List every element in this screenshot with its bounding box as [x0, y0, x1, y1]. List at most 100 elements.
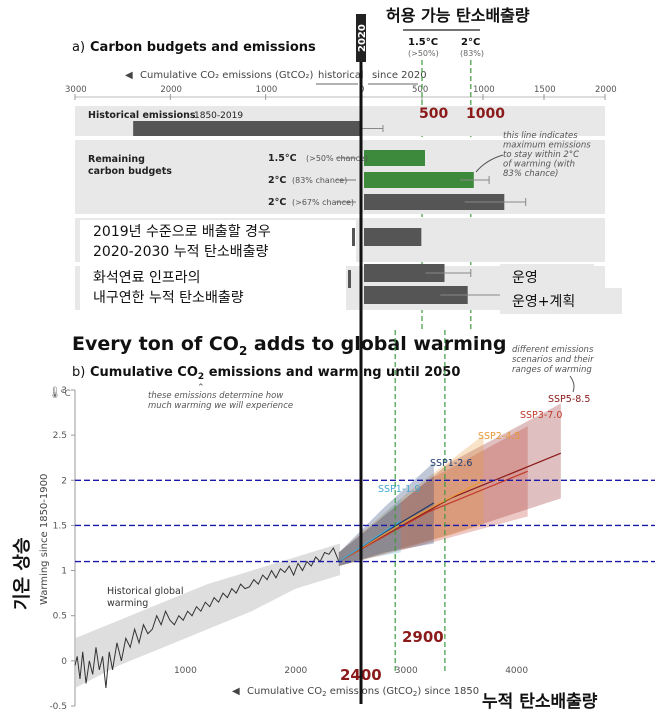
overlay-value-2900: 2900: [402, 628, 444, 646]
panel-a-historical-label: historical: [318, 70, 364, 81]
annotation-line: this line indicates: [503, 131, 578, 141]
overlay-value-1000: 1000: [466, 106, 505, 122]
historical-error-bar: [361, 125, 384, 132]
scenario-band-ssp1-2.6: [338, 462, 434, 567]
a-tick-label: 500: [412, 85, 428, 95]
annotation-right-arrow: [569, 375, 575, 393]
annotation-top-line-2: much warming we will experience: [148, 401, 293, 411]
b-xtick-label: 1000: [174, 666, 197, 676]
budget-rows: 1.5°C (>50% chance)2°C (83% chance)2°C (>67…: [268, 150, 527, 210]
panel-b-ylabel: Warming since 1850-1900: [39, 474, 50, 605]
b-xtick-label: 4000: [505, 666, 528, 676]
annotation-top-arrow-icon: ⌃: [197, 383, 205, 393]
thermometer-icon: 🌡: [48, 386, 62, 399]
series-label-ssp3-7.0: SSP3-7.0: [520, 410, 562, 421]
panel-b-annotations: these emissions determine how much warmi…: [107, 345, 594, 609]
panel-a-label: a): [72, 40, 85, 55]
budget-bar: [364, 150, 425, 166]
panel-b-ticks: -0.5 0 0.5 1 1.5 2 2.5 3 1000 2000 3000 4000: [49, 386, 528, 712]
scenario-bars: [364, 228, 502, 304]
budget-label: 2°C: [268, 175, 286, 186]
b-ytick-label: 2: [61, 476, 67, 486]
panel-b-xlabel: Cumulative CO2 emissions (GtCO2) since 1…: [247, 686, 479, 698]
scenario-bar: [364, 286, 468, 304]
remaining-label-2: carbon budgets: [88, 166, 172, 177]
annotation-right-line-2: scenarios and their: [512, 355, 594, 365]
scenario-band-ssp2-4.5: [338, 435, 484, 567]
budget-bar: [364, 172, 474, 188]
historical-warming-line: [74, 546, 340, 688]
a-tick-label: 1000: [473, 85, 495, 95]
fossil-line-2: 내구연한 누적 탄소배출량: [93, 290, 244, 306]
limit-15-note: (>50%): [408, 49, 439, 58]
fossil-text-box: [80, 266, 346, 310]
a-tick-label: 1500: [534, 85, 556, 95]
scenario-2019-line-2: 2020-2030 누적 탄소배출량: [93, 244, 268, 260]
panel-b-header: b) Cumulative CO2 emissions and warming …: [72, 365, 460, 382]
a-tick-label: 1000: [256, 85, 278, 95]
limit-15-label: 1.5°C: [408, 37, 438, 48]
budget-label: 2°C: [268, 197, 286, 208]
b-ytick-label: 0.5: [53, 612, 67, 622]
budget-bar: [364, 194, 505, 210]
budget-note: (83% chance): [292, 176, 347, 185]
label-operation: 운영: [512, 270, 538, 286]
annotation-line: of warming (with: [503, 160, 575, 170]
scenario-2019-line-1: 2019년 수준으로 배출할 경우: [93, 224, 271, 240]
operation-plus-box: [500, 288, 622, 314]
limit-labels: 1.5°C (>50%) 2°C (83%): [403, 29, 484, 58]
b-ytick-label: 2.5: [53, 431, 67, 441]
panel-a-since-label: since 2020: [372, 70, 427, 81]
a-tick-label: 3000: [65, 85, 87, 95]
annotation-line: to stay within 2°C: [503, 150, 579, 160]
panel-a-annotation: this line indicates maximum emissions to s…: [475, 131, 591, 179]
budget-note: (>67% chance): [292, 198, 354, 207]
historical-warming-line-2: warming: [107, 598, 148, 609]
panel-b-label: b): [72, 365, 85, 380]
panel-b-xlabel-group: ◀ Cumulative CO2 emissions (GtCO2) since…: [232, 686, 479, 698]
panel-a-title: Carbon budgets and emissions: [90, 40, 316, 55]
year-2020-box: [356, 14, 366, 62]
annotation-line: 83% chance): [503, 169, 558, 179]
panel-a-axis-arrow-icon: ◀: [125, 70, 133, 81]
scenario-band-ssp1-1.9: [338, 498, 401, 567]
annotation-max-emissions: this line indicates maximum emissions to s…: [503, 131, 591, 179]
budget-label: 1.5°C: [268, 153, 297, 164]
remaining-label-1: Remaining: [88, 154, 145, 165]
historical-warming-line-1: Historical global: [107, 586, 184, 597]
annotation-right-line-1: different emissions: [512, 345, 594, 355]
label-operation-plus: 운영+계획: [512, 294, 575, 310]
scenario-bar: [364, 228, 422, 246]
a-tick-label: 2000: [160, 85, 182, 95]
b-xtick-label: 3000: [395, 666, 418, 676]
b-ytick-label: -0.5: [49, 702, 67, 712]
korean-ylabel: 기온 상승: [12, 537, 33, 610]
overlay-value-500: 500: [419, 106, 448, 122]
scenario-2019-tick: [352, 228, 355, 246]
panel-b-xlabel-arrow-icon: ◀: [232, 686, 240, 697]
panel-b-yunit: °C: [60, 389, 71, 399]
panel-b-bands: [75, 403, 561, 688]
series-label-ssp1-1.9: SSP1-1.9: [378, 484, 420, 495]
series-label-ssp1-2.6: SSP1-2.6: [430, 458, 472, 469]
b-ytick-label: 1.5: [53, 521, 67, 531]
historical-bar: [133, 121, 361, 136]
year-2020-label: 2020: [357, 24, 368, 52]
fossil-tick: [348, 270, 351, 288]
panel-a-header: a) Carbon budgets and emissions ◀ Cumula…: [72, 40, 605, 98]
scenario-2019-text-box: [80, 220, 356, 262]
korean-title: 허용 가능 탄소배출량: [386, 6, 530, 25]
annotation-arrow: [475, 154, 504, 173]
scenario-bar: [364, 264, 445, 282]
b-ytick-label: 0: [61, 657, 67, 667]
historical-bar-period: 1850-2019: [194, 111, 243, 121]
panel-b-title: Cumulative CO2 emissions and warming unt…: [90, 365, 460, 382]
series-label-ssp5-8.5: SSP5-8.5: [548, 394, 590, 405]
operation-box: [500, 264, 594, 288]
annotation-top-line-1: these emissions determine how: [148, 391, 283, 401]
limit-2-note: (83%): [460, 49, 484, 58]
historical-uncertainty-band: [75, 543, 340, 688]
fossil-line-1: 화석연료 인프라의: [93, 270, 201, 286]
series-label-ssp2-4.5: SSP2-4.5: [478, 431, 520, 442]
